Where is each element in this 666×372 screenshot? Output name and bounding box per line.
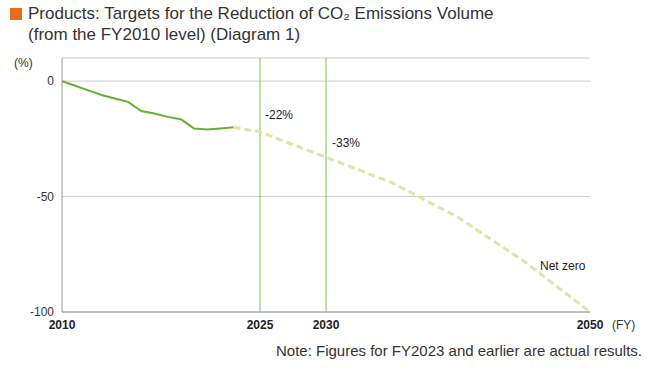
svg-text:-22%: -22%: [265, 108, 293, 122]
html-text:Note: Figures for FY2023 and e: Note: Figures for FY2023 and earlier are…: [276, 342, 642, 359]
html-text:(from the FY2010 level) (Diagr: (from the FY2010 level) (Diagram 1): [28, 25, 301, 44]
html-text:(FY): (FY): [612, 318, 636, 332]
svg-text:2050: 2050: [577, 318, 604, 332]
html-text:Products: Targets for the Redu: Products: Targets for the Reduction of C…: [28, 4, 494, 23]
svg-text:2030: 2030: [313, 318, 340, 332]
svg-text:-100: -100: [30, 305, 54, 319]
svg-text:-33%: -33%: [332, 136, 360, 150]
svg-text:2010: 2010: [49, 318, 76, 332]
svg-text:Net zero: Net zero: [540, 259, 586, 273]
svg-text:0: 0: [47, 74, 54, 88]
svg-text:2025: 2025: [247, 318, 274, 332]
svg-text:-50: -50: [37, 190, 55, 204]
